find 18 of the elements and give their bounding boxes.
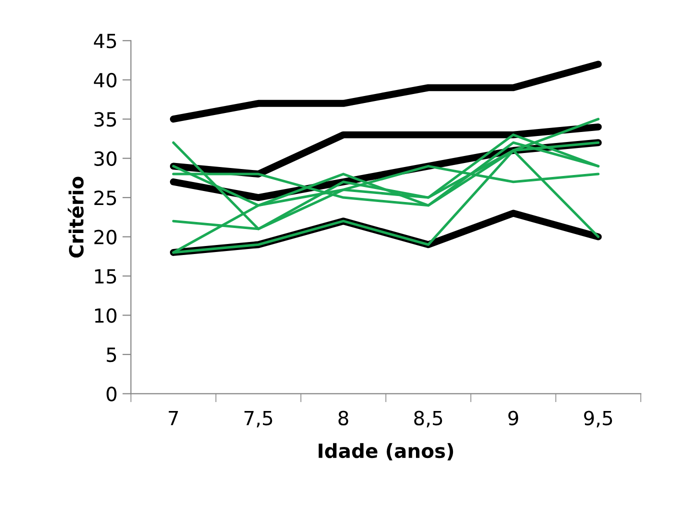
x-tick-label: 8,5 bbox=[414, 410, 442, 428]
y-tick-label: 40 bbox=[94, 72, 116, 88]
y-tick-label: 45 bbox=[94, 34, 116, 48]
x-tick-label: 8 bbox=[338, 410, 348, 426]
x-tick-label: 7 bbox=[168, 410, 178, 426]
y-tick-label: 0 bbox=[106, 386, 116, 402]
y-tick-label: 25 bbox=[94, 190, 116, 206]
x-tick-label: 9 bbox=[508, 410, 518, 426]
y-tick-label: 35 bbox=[94, 112, 116, 127]
y-tick-label: 30 bbox=[94, 151, 116, 166]
y-axis-title: Critério bbox=[68, 176, 84, 258]
y-tick-label: 5 bbox=[106, 348, 116, 362]
y-tick-label: 15 bbox=[95, 269, 116, 284]
x-tick-label: 7,5 bbox=[244, 410, 272, 428]
y-tick-label: 20 bbox=[94, 230, 116, 244]
x-axis-title: Idade (anos) bbox=[318, 443, 454, 460]
y-tick-label: 10 bbox=[95, 308, 116, 323]
x-tick-label: 9,5 bbox=[584, 410, 612, 428]
